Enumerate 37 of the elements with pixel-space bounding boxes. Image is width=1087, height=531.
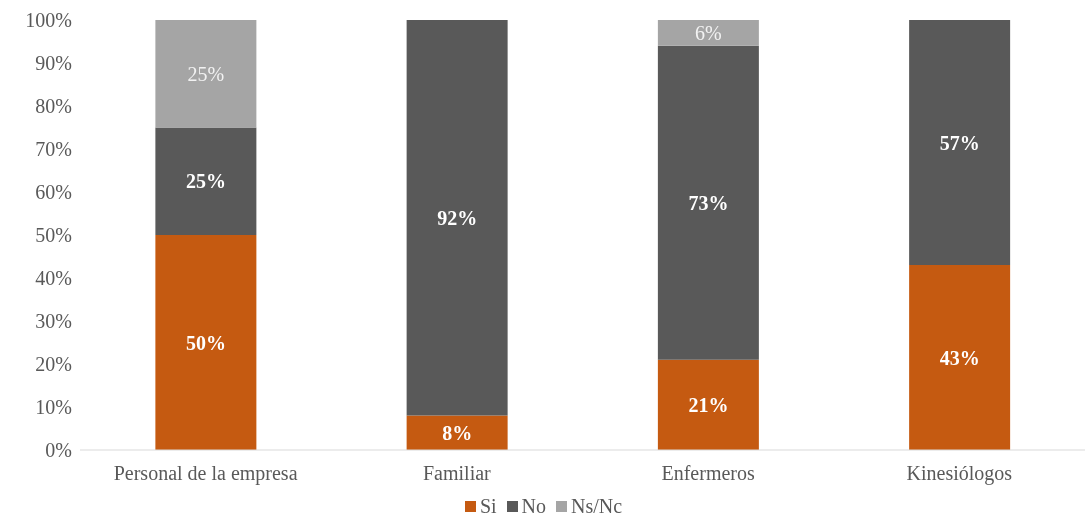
bar	[657, 45, 759, 360]
bar	[406, 20, 508, 416]
y-tick-label: 20%	[35, 353, 72, 376]
y-tick-label: 50%	[35, 224, 72, 247]
bar	[657, 20, 759, 46]
y-tick-label: 60%	[35, 181, 72, 204]
data-label: 92%	[437, 206, 478, 229]
legend-label: Si	[479, 495, 497, 518]
y-tick-label: 30%	[35, 310, 72, 333]
data-label: 25%	[185, 170, 226, 193]
data-label: 73%	[688, 191, 729, 214]
legend-label: No	[521, 495, 547, 518]
data-label: 50%	[185, 331, 226, 354]
y-tick-label: 80%	[35, 95, 72, 118]
y-tick-label: 10%	[35, 396, 72, 419]
data-label: 8%	[442, 421, 473, 444]
y-tick-label: 70%	[35, 138, 72, 161]
data-label: 21%	[688, 393, 729, 416]
x-tick-label: Familiar	[422, 462, 492, 485]
bar	[909, 265, 1011, 450]
data-label: 43%	[939, 346, 980, 369]
x-tick-label: Kinesiólogos	[906, 462, 1013, 486]
bar	[155, 235, 257, 450]
y-tick-label: 0%	[45, 439, 72, 462]
bar	[155, 20, 257, 128]
x-tick-label: Enfermeros	[661, 462, 755, 485]
x-tick-label: Personal de la empresa	[113, 462, 298, 486]
legend-label: Ns/Nc	[571, 495, 623, 518]
bar	[155, 127, 257, 235]
data-label: 25%	[187, 62, 225, 85]
y-tick-label: 90%	[35, 52, 72, 75]
data-label: 6%	[695, 21, 722, 44]
y-tick-label: 100%	[25, 9, 72, 32]
data-label: 57%	[939, 131, 980, 154]
bar	[657, 359, 759, 450]
bar	[909, 20, 1011, 266]
y-tick-label: 40%	[35, 267, 72, 290]
